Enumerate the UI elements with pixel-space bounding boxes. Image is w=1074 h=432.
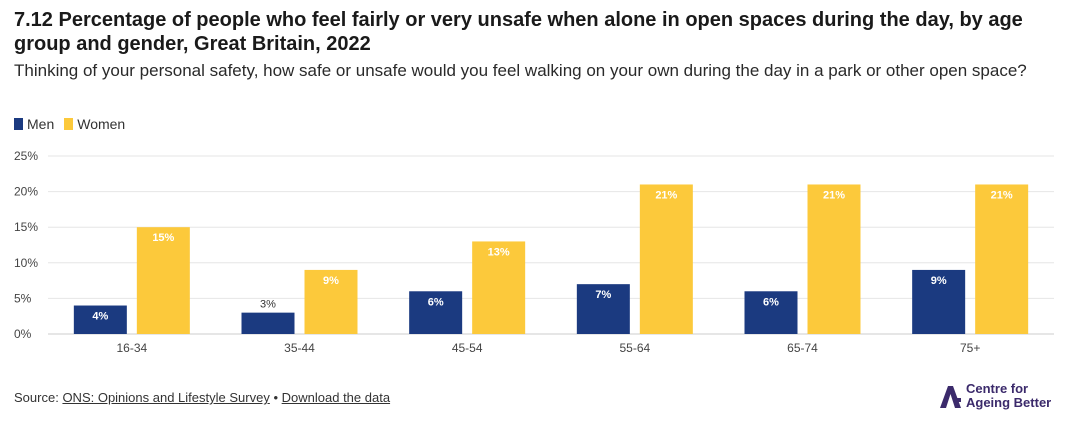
bar-women bbox=[975, 184, 1029, 334]
data-label: 9% bbox=[931, 275, 947, 287]
x-tick-label: 35-44 bbox=[284, 341, 315, 355]
data-label: 13% bbox=[488, 246, 510, 258]
y-tick-label: 5% bbox=[14, 291, 32, 305]
x-tick-label: 75+ bbox=[960, 341, 980, 355]
data-label: 21% bbox=[655, 189, 677, 201]
data-label: 15% bbox=[152, 232, 174, 244]
legend-item-men[interactable]: Men bbox=[14, 116, 54, 132]
source-separator: • bbox=[273, 390, 279, 405]
chart-subtitle: Thinking of your personal safety, how sa… bbox=[14, 61, 1027, 80]
logo-text: Centre for Ageing Better bbox=[966, 382, 1051, 410]
y-tick-label: 20% bbox=[14, 185, 38, 199]
data-label: 7% bbox=[595, 289, 611, 301]
ageing-better-logo: Centre for Ageing Better bbox=[940, 382, 1051, 410]
data-label: 21% bbox=[823, 189, 845, 201]
source-prefix: Source: bbox=[14, 390, 59, 405]
data-label: 9% bbox=[323, 275, 339, 287]
logo-line1: Centre for bbox=[966, 381, 1029, 396]
legend-label-men: Men bbox=[27, 116, 55, 132]
legend: Men Women bbox=[14, 116, 125, 132]
bar-women bbox=[639, 184, 693, 334]
bar-men bbox=[409, 291, 463, 334]
bar-women bbox=[807, 184, 861, 334]
bar-chart: 0% 5% 10% 15% 20% 25% 4% 15% 16-34 3% 9% 35-44 6% 13%… bbox=[14, 149, 1054, 355]
bar-men bbox=[744, 291, 798, 334]
legend-swatch-women bbox=[64, 118, 74, 130]
data-label: 4% bbox=[92, 311, 108, 323]
y-tick-label: 15% bbox=[14, 220, 38, 234]
bar-women bbox=[472, 241, 526, 334]
source-link-ons[interactable]: ONS: Opinions and Lifestyle Survey bbox=[62, 390, 270, 405]
data-label: 6% bbox=[428, 296, 444, 308]
bar-men bbox=[73, 305, 127, 334]
bar-women bbox=[136, 227, 190, 334]
x-tick-label: 45-54 bbox=[452, 341, 483, 355]
legend-item-women[interactable]: Women bbox=[64, 116, 125, 132]
data-label: 6% bbox=[763, 296, 779, 308]
data-label: 21% bbox=[991, 189, 1013, 201]
download-data-link[interactable]: Download the data bbox=[281, 390, 391, 405]
x-tick-label: 55-64 bbox=[619, 341, 650, 355]
bar-women bbox=[304, 269, 358, 334]
x-tick-label: 65-74 bbox=[787, 341, 818, 355]
data-label: 3% bbox=[260, 299, 276, 311]
bar-men bbox=[912, 269, 966, 334]
logo-line2: Ageing Better bbox=[966, 395, 1052, 410]
y-tick-label: 0% bbox=[14, 327, 32, 341]
bar-men bbox=[576, 284, 630, 334]
y-tick-label: 25% bbox=[14, 149, 38, 163]
x-tick-label: 16-34 bbox=[116, 341, 147, 355]
bar-men bbox=[241, 312, 295, 334]
logo-mark-icon bbox=[940, 386, 961, 408]
y-tick-label: 10% bbox=[14, 256, 38, 270]
source-line: Source: ONS: Opinions and Lifestyle Surv… bbox=[14, 390, 390, 405]
chart-title: 7.12 Percentage of people who feel fairl… bbox=[14, 9, 1023, 55]
legend-swatch-men bbox=[14, 118, 23, 130]
legend-label-women: Women bbox=[77, 116, 126, 132]
